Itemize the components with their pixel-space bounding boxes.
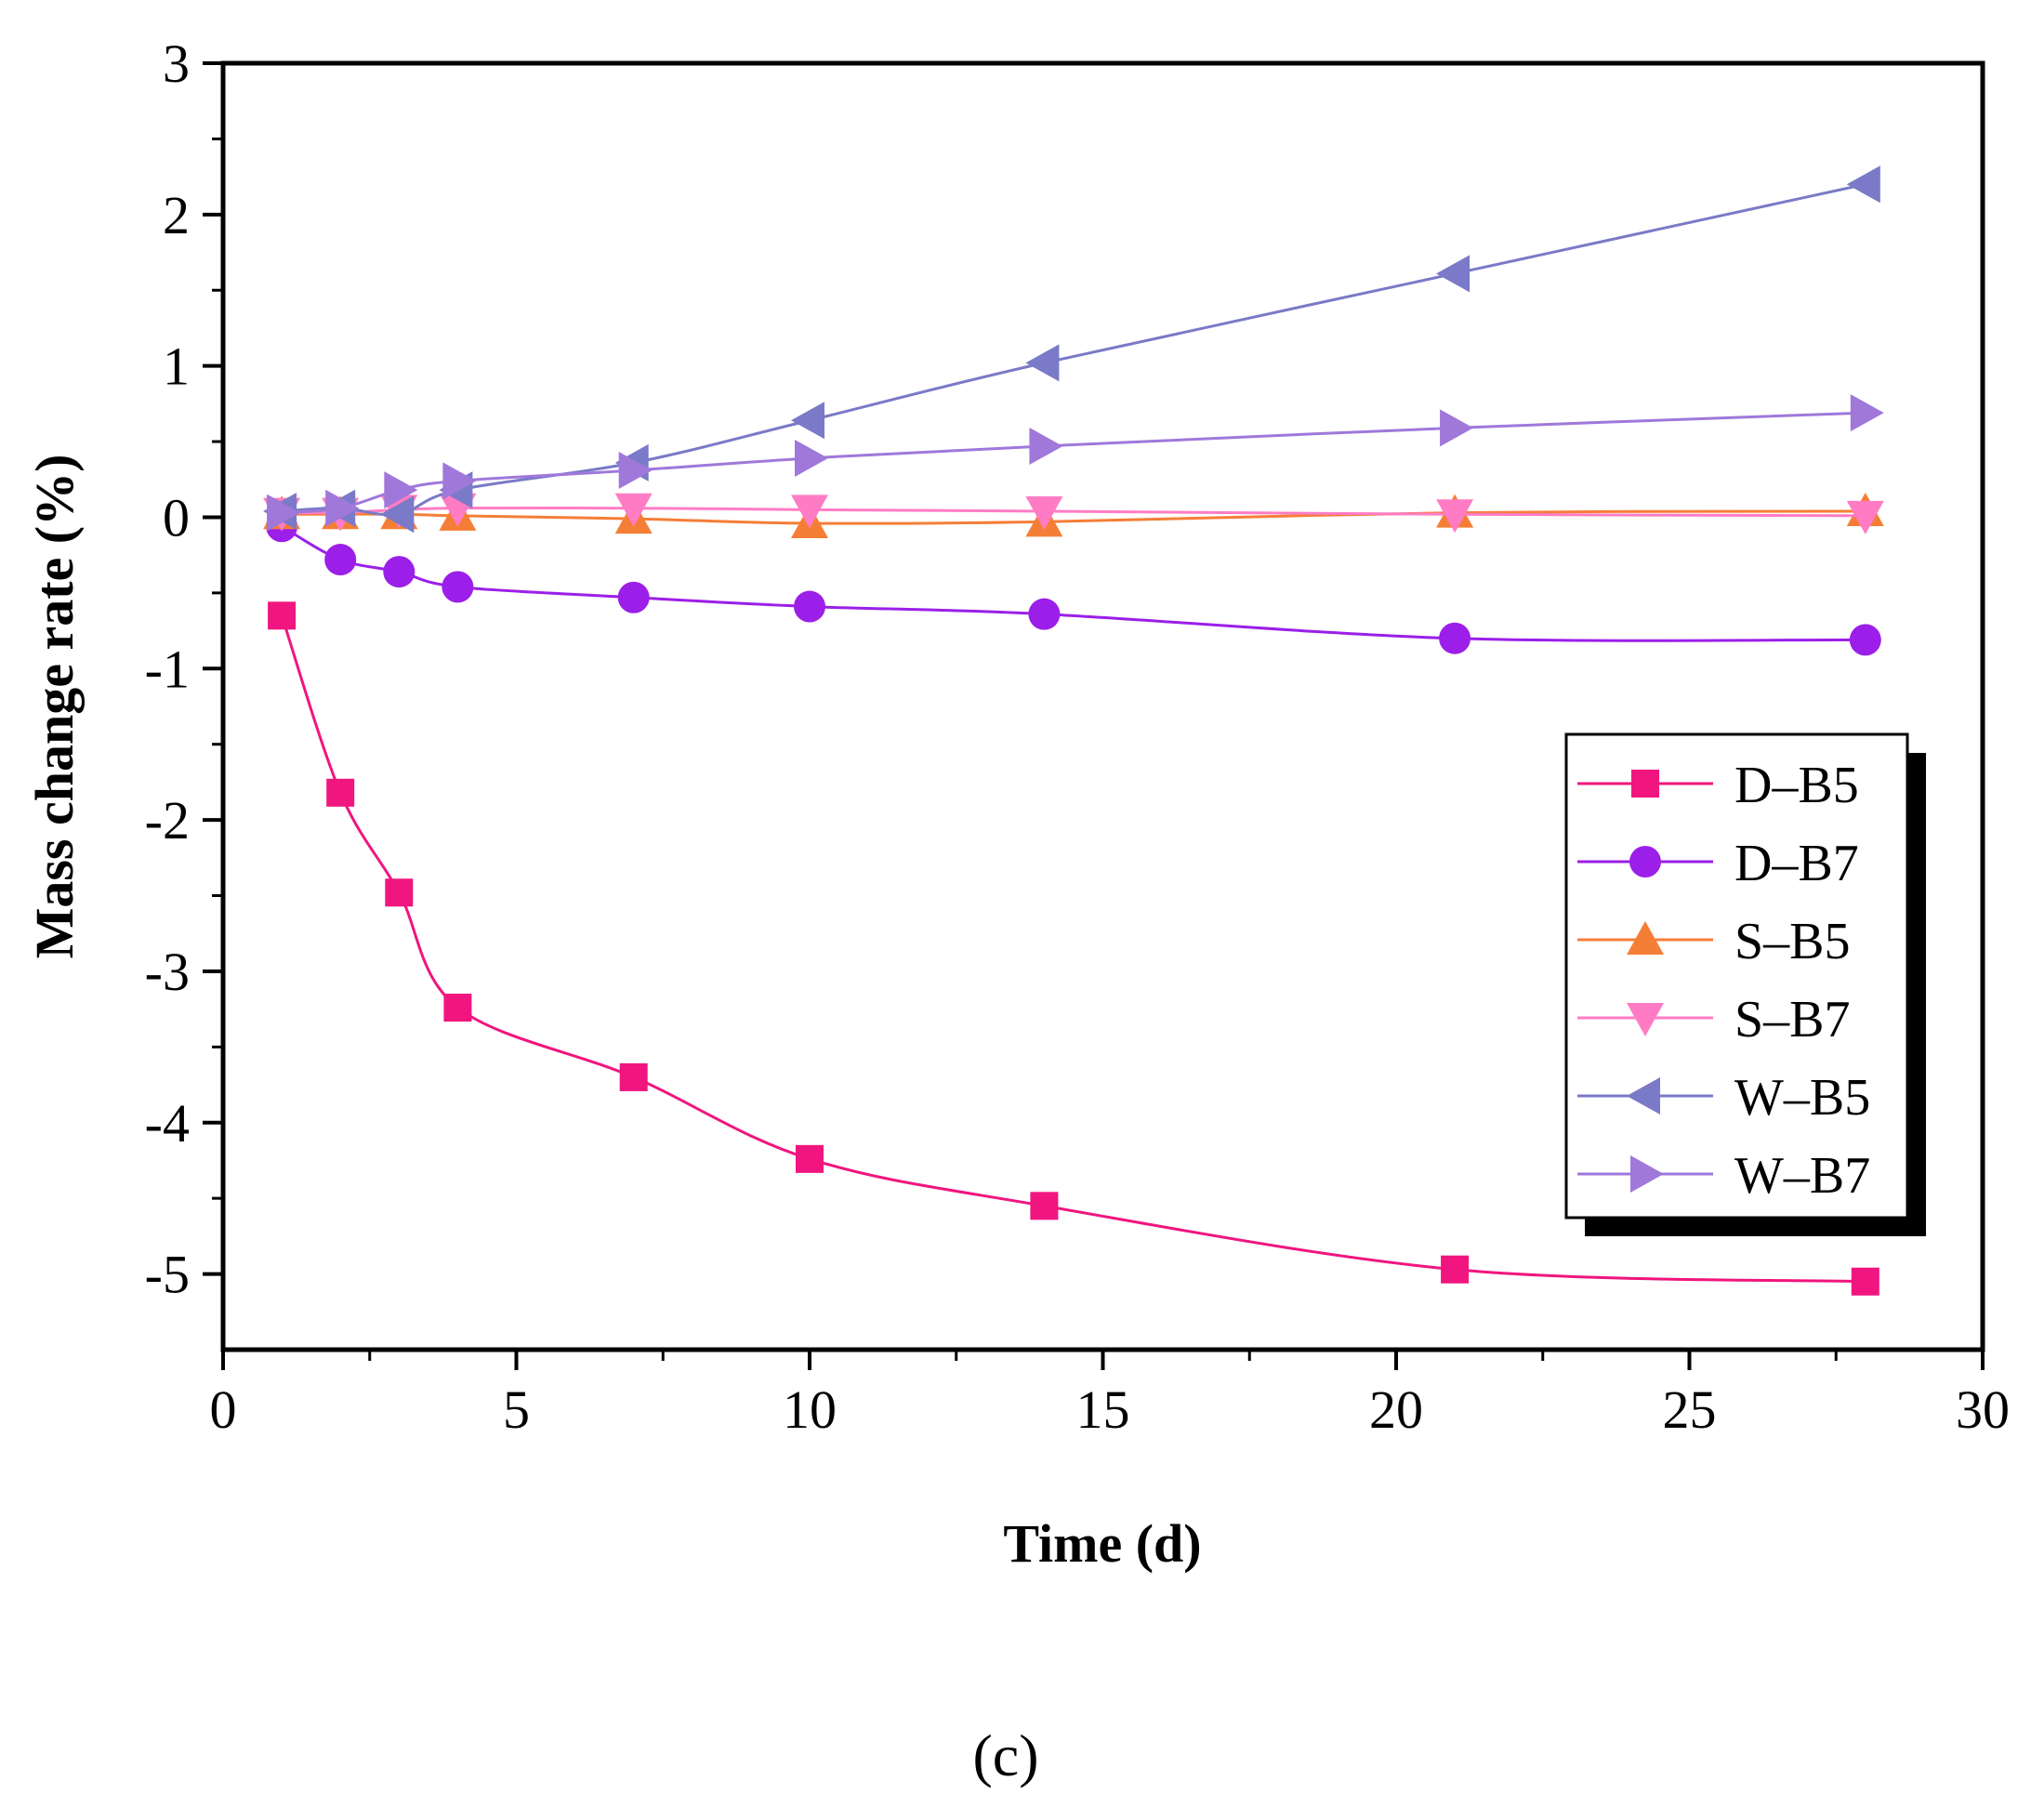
data-point — [794, 590, 825, 623]
data-point — [1436, 255, 1470, 293]
data-point — [325, 489, 360, 527]
x-tick-label: 5 — [503, 1379, 530, 1440]
legend: D–B5 D–B7 S–B5 S–B7 W–B5 W–B7 — [1564, 732, 1926, 1236]
x-tick-label: 30 — [1956, 1379, 2010, 1440]
data-point — [618, 451, 653, 489]
x-tick-label: 20 — [1369, 1379, 1423, 1440]
legend-marker — [1630, 1155, 1664, 1193]
y-tick-label: -3 — [145, 942, 190, 1002]
legend-marker — [1629, 846, 1661, 877]
panel-label: (c) — [972, 1722, 1038, 1788]
data-point — [324, 544, 357, 576]
data-point — [1028, 598, 1061, 630]
data-point — [267, 494, 301, 532]
legend-marker — [1627, 1077, 1660, 1114]
data-point — [384, 471, 418, 509]
data-point — [1439, 622, 1471, 654]
legend-entry: W–B5 — [1577, 1069, 1870, 1127]
data-point — [614, 493, 653, 527]
series-W–B7 — [267, 394, 1884, 532]
data-point — [268, 601, 297, 630]
data-point — [442, 462, 477, 500]
x-tick-label: 10 — [783, 1379, 837, 1440]
x-axis: 0 5 10 15 20 25 30 — [210, 1350, 2010, 1440]
data-point — [791, 402, 824, 440]
data-point — [1025, 495, 1063, 530]
data-point — [443, 994, 472, 1022]
x-axis-title: Time (d) — [1003, 1513, 1201, 1574]
data-point — [1441, 1255, 1470, 1284]
data-point — [1030, 1192, 1059, 1220]
y-axis-title: Mass change rate (%) — [24, 455, 85, 959]
y-tick-label: 1 — [163, 336, 190, 397]
data-point — [442, 571, 474, 603]
data-point — [1436, 499, 1474, 534]
legend-entry: D–B7 — [1577, 835, 1859, 892]
data-point — [1846, 500, 1884, 534]
legend-entry: W–B7 — [1577, 1147, 1870, 1205]
y-tick-label: -1 — [145, 639, 190, 699]
data-point — [1029, 427, 1063, 465]
x-tick-label: 25 — [1663, 1379, 1717, 1440]
legend-box — [1564, 732, 1909, 1220]
y-axis: 3 2 1 0 -1 -2 -3 -4 -5 — [145, 33, 223, 1305]
y-tick-label: 0 — [163, 487, 190, 547]
legend-marker — [1631, 770, 1659, 798]
series-line — [281, 524, 1866, 642]
legend-marker — [1627, 921, 1664, 955]
data-point — [380, 495, 415, 534]
legend-label: D–B7 — [1734, 835, 1859, 892]
legend-entry: S–B7 — [1577, 991, 1851, 1048]
legend-label: S–B5 — [1734, 913, 1851, 970]
y-tick-label: 2 — [163, 185, 190, 245]
legend-marker — [1627, 1003, 1664, 1036]
data-point — [1846, 165, 1880, 204]
data-point — [619, 1062, 648, 1091]
data-point — [791, 495, 828, 529]
legend-label: S–B7 — [1734, 991, 1851, 1048]
series-layer — [263, 165, 1884, 1296]
series-line — [282, 182, 1866, 517]
data-point — [796, 1144, 824, 1173]
series-line — [282, 509, 1866, 525]
data-point — [795, 439, 828, 477]
series-S–B7 — [263, 493, 1884, 534]
data-point — [1851, 1267, 1879, 1296]
legend-entry: S–B5 — [1577, 913, 1851, 970]
series-D–B7 — [266, 510, 1881, 656]
data-point — [1440, 409, 1474, 447]
y-tick-label: -2 — [145, 790, 190, 851]
y-tick-label: -4 — [145, 1093, 190, 1154]
x-tick-label: 0 — [210, 1379, 237, 1440]
legend-entry: D–B5 — [1577, 757, 1859, 814]
y-tick-label: 3 — [163, 33, 190, 94]
data-point — [1849, 624, 1881, 656]
legend-label: W–B5 — [1734, 1069, 1870, 1127]
series-line — [281, 411, 1866, 515]
data-point — [383, 556, 415, 588]
legend-entries: D–B5 D–B7 S–B5 S–B7 W–B5 W–B7 — [1577, 757, 1870, 1205]
x-tick-label: 15 — [1076, 1379, 1130, 1440]
y-tick-label: -5 — [145, 1245, 190, 1305]
data-point — [326, 778, 355, 807]
legend-label: W–B7 — [1734, 1147, 1870, 1205]
data-point — [385, 878, 414, 907]
data-point — [617, 581, 650, 613]
data-point — [1025, 344, 1060, 382]
data-point — [1850, 394, 1884, 432]
series-D–B5 — [268, 601, 1879, 1296]
legend-label: D–B5 — [1734, 757, 1859, 814]
